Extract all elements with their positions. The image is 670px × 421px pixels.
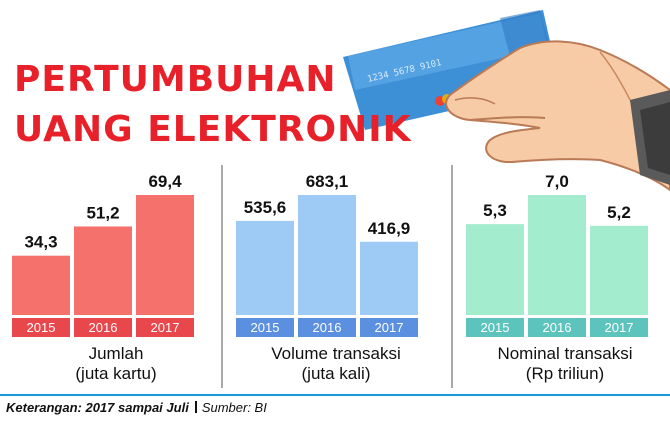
tick-label-bg [466,318,524,337]
data-label: 683,1 [306,172,349,191]
hand-icon [445,40,670,192]
bar [74,226,132,315]
bar [360,241,418,315]
caption-line2: (juta kali) [301,364,371,383]
caption-line1: Nominal transaksi [497,344,633,363]
tick-label: 2015 [251,320,280,335]
chart-caption-jumlah: Jumlah (juta kartu) [16,344,216,384]
tick-label: 2017 [375,320,404,335]
tick-label-bg [298,318,356,337]
tick-label-bg [528,318,586,337]
bar [136,195,194,315]
chart-panel-nominal: 5,3 2015 7,0 2016 5,2 2017 [466,172,648,337]
bar [528,195,586,315]
bar [466,224,524,315]
data-label: 69,4 [148,172,182,191]
chart-panel-volume: 535,6 2015 683,1 2016 416,9 2017 [236,172,418,337]
footer-note: Keterangan: 2017 sampai Juli [6,400,189,415]
data-label: 416,9 [368,219,411,238]
tick-label-bg [12,318,70,337]
footer-source: Sumber: BI [201,400,267,415]
data-label: 34,3 [24,233,57,252]
bar [298,195,356,315]
caption-line1: Volume transaksi [271,344,401,363]
tick-label: 2017 [605,320,634,335]
tick-label: 2015 [481,320,510,335]
page-title-line1: PERTUMBUHAN [14,59,337,100]
tick-label: 2016 [543,320,572,335]
data-label: 7,0 [545,172,569,191]
tick-label: 2016 [313,320,342,335]
footer: Keterangan: 2017 sampai Juli Sumber: BI [6,400,267,415]
caption-line2: (juta kartu) [75,364,157,383]
tick-label-bg [236,318,294,337]
footer-separator [194,401,197,413]
tick-label-bg [136,318,194,337]
data-label: 5,3 [483,201,507,220]
tick-label: 2015 [27,320,56,335]
page-title-line2: UANG ELEKTRONIK [14,109,412,150]
tick-label-bg [360,318,418,337]
caption-line1: Jumlah [88,344,144,363]
bar [236,220,294,315]
chart-caption-volume: Volume transaksi (juta kali) [236,344,436,384]
data-label: 51,2 [86,203,119,222]
bar [12,255,70,315]
chart-caption-nominal: Nominal transaksi (Rp triliun) [465,344,665,384]
tick-label: 2017 [151,320,180,335]
footer-divider [0,394,670,396]
tick-label: 2016 [89,320,118,335]
tick-label-bg [74,318,132,337]
data-label: 535,6 [244,198,287,217]
caption-line2: (Rp triliun) [525,364,605,383]
data-label: 5,2 [607,203,631,222]
chart-panel-jumlah: 34,3 2015 51,2 2016 69,4 2017 [12,172,194,337]
bar [590,225,648,315]
tick-label-bg [590,318,648,337]
